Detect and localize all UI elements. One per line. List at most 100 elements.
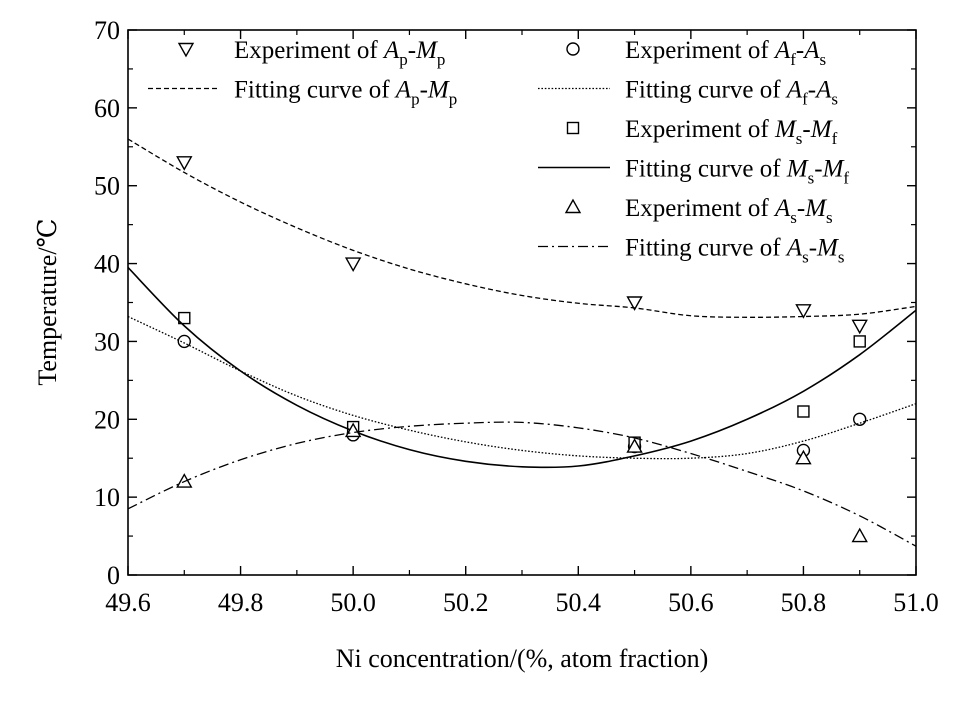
data-point-ap_mp_exp <box>795 304 812 319</box>
legend-label: Experiment of As-Ms <box>625 195 833 227</box>
legend-label: Experiment of Ap-Mp <box>234 37 445 69</box>
legend-s2: f <box>832 129 838 148</box>
legend-label: Fitting curve of Ap-Mp <box>234 77 457 109</box>
legend-s1: p <box>411 90 420 109</box>
series-ms_mf_exp <box>178 311 866 449</box>
legend-s1: f <box>790 50 796 69</box>
legend-v2: M <box>804 195 827 222</box>
series-ap_mp_fit <box>127 138 917 318</box>
legend-item-ms_mf_fit: Fitting curve of Ms-Mf <box>538 156 849 188</box>
y-axis-label: Temperature/℃ <box>33 218 62 385</box>
legend-v2: M <box>822 156 845 183</box>
series-ap_mp_exp <box>176 156 868 335</box>
y-tick-label: 10 <box>94 483 120 512</box>
y-tick-label: 50 <box>94 172 120 201</box>
data-point-as_ms_exp <box>795 449 812 465</box>
legend-marker-ms_mf_exp <box>566 121 580 135</box>
legend-prefix: Experiment of <box>625 116 775 143</box>
legend-v1: A <box>773 37 791 64</box>
x-tick-label: 50.4 <box>556 588 602 617</box>
legend-v1: A <box>394 77 412 104</box>
data-point-ms_mf_exp <box>853 335 866 348</box>
data-point-af_as_exp <box>177 334 191 349</box>
legend-prefix: Fitting curve of <box>625 235 787 262</box>
legend-s2: s <box>826 208 833 227</box>
data-point-ap_mp_exp <box>626 296 643 311</box>
legend-prefix: Experiment of <box>625 37 775 64</box>
data-point-ms_mf_exp <box>797 405 810 418</box>
legend-s1: s <box>796 129 803 148</box>
series-af_as_fit <box>127 315 917 460</box>
legend-item-af_as_exp: Experiment of Af-As <box>566 37 826 69</box>
legend-item-as_ms_fit: Fitting curve of As-Ms <box>538 235 844 267</box>
data-point-as_ms_exp <box>176 473 193 488</box>
x-tick-label: 49.8 <box>218 588 264 617</box>
data-point-ap_mp_exp <box>176 156 193 171</box>
legend-prefix: Experiment of <box>234 37 384 64</box>
legend-v1: A <box>773 195 791 222</box>
legend-s2: s <box>831 90 838 109</box>
y-tick-label: 70 <box>94 16 120 45</box>
series-ms_mf_fit <box>127 266 917 469</box>
legend-label: Fitting curve of As-Ms <box>625 235 844 267</box>
legend-v1: M <box>774 116 797 143</box>
data-point-as_ms_exp <box>626 438 643 453</box>
x-tick-label: 50.8 <box>781 588 827 617</box>
legend-item-ms_mf_exp: Experiment of Ms-Mf <box>566 116 838 148</box>
x-tick-label: 49.6 <box>105 588 151 617</box>
legend-prefix: Fitting curve of <box>234 77 396 104</box>
legend-item-af_as_fit: Fitting curve of Af-As <box>538 77 838 109</box>
legend-label: Experiment of Af-As <box>625 37 826 69</box>
legend-prefix: Fitting curve of <box>625 77 787 104</box>
data-point-ms_mf_exp <box>178 311 191 325</box>
data-point-af_as_exp <box>853 412 867 426</box>
y-tick-label: 0 <box>107 561 120 590</box>
axis-ticks: 49.6 49.8 50.0 50.2 50.4 50.6 50.8 51.0 0 10 20 30 4… <box>94 16 939 617</box>
legend-v1: A <box>785 235 803 262</box>
legend-s1: s <box>802 248 809 267</box>
series-as_ms_exp <box>176 422 868 543</box>
x-tick-label: 51.0 <box>893 588 939 617</box>
legend-item-ap_mp_fit: Fitting curve of Ap-Mp <box>148 77 457 109</box>
legend-label: Fitting curve of Af-As <box>625 77 838 109</box>
legend-marker-as_ms_exp <box>564 198 582 214</box>
legend-item-as_ms_exp: Experiment of As-Ms <box>564 195 833 227</box>
fit-curve-af_as_fit <box>127 315 917 460</box>
legend-prefix: Experiment of <box>625 195 775 222</box>
data-point-ap_mp_exp <box>344 257 362 273</box>
x-tick-label: 50.6 <box>668 588 714 617</box>
legend-s2: p <box>437 50 446 69</box>
legend-v1: A <box>382 37 400 64</box>
legend-s2: s <box>838 248 845 267</box>
legend-item-ap_mp_exp: Experiment of Ap-Mp <box>177 37 445 69</box>
legend-marker-ap_mp_exp <box>177 42 195 58</box>
x-axis-label: Ni concentration/(%, atom fraction) <box>336 644 709 673</box>
legend-s1: s <box>808 169 815 188</box>
data-point-ap_mp_exp <box>851 319 868 335</box>
data-point-as_ms_exp <box>851 527 868 543</box>
y-tick-label: 20 <box>94 405 120 434</box>
legend-v2: M <box>810 116 833 143</box>
series-as_ms_fit <box>127 421 917 547</box>
legend-v2: M <box>415 37 438 64</box>
legend-s2: f <box>843 169 849 188</box>
y-tick-label: 30 <box>94 327 120 356</box>
legend-v2: M <box>816 235 839 262</box>
legend-label: Experiment of Ms-Mf <box>625 116 838 148</box>
series-layer <box>127 138 917 547</box>
x-tick-label: 50.2 <box>443 588 489 617</box>
legend-v2: A <box>802 37 820 64</box>
legend: Experiment of Ap-Mp Fitting curve of Ap-M… <box>148 37 849 267</box>
fit-curve-ap_mp_fit <box>127 138 917 318</box>
legend-marker-af_as_exp <box>566 42 580 56</box>
legend-v1: A <box>785 77 803 104</box>
legend-s2: p <box>449 90 458 109</box>
legend-label: Fitting curve of Ms-Mf <box>625 156 849 188</box>
legend-s1: f <box>802 90 808 109</box>
fit-curve-as_ms_fit <box>127 421 917 547</box>
legend-v2: M <box>427 77 450 104</box>
legend-s2: s <box>820 50 827 69</box>
legend-s1: s <box>790 208 797 227</box>
y-tick-label: 60 <box>94 94 120 123</box>
